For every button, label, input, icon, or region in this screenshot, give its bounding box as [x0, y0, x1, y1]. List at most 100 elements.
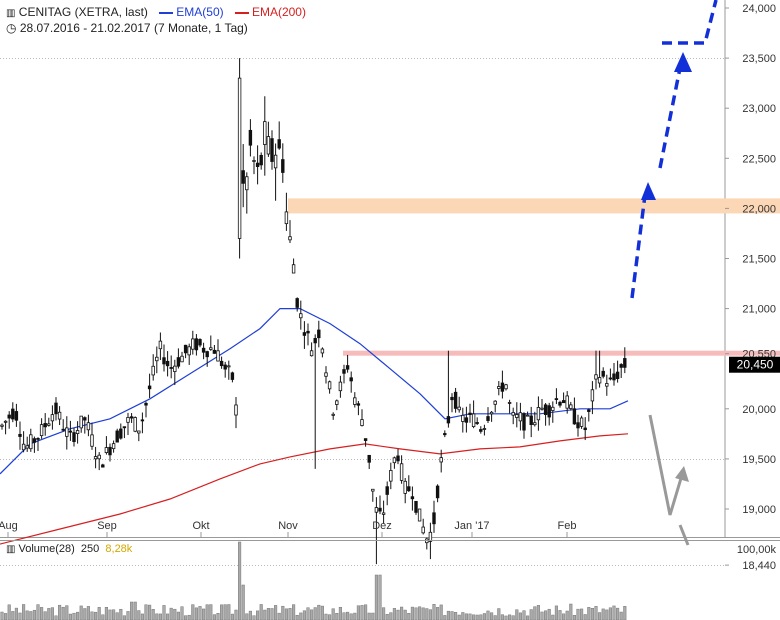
- volume-bar: [299, 612, 303, 620]
- volume-bar: [378, 574, 382, 620]
- candle-body: [378, 507, 382, 512]
- volume-bar: [493, 615, 497, 620]
- volume-bar: [353, 612, 357, 620]
- volume-bar: [241, 584, 245, 620]
- volume-bar: [61, 606, 65, 620]
- volume-bar: [594, 606, 598, 620]
- candle-body: [504, 384, 508, 390]
- candle-body: [101, 464, 105, 468]
- volume-bar: [410, 606, 414, 620]
- candle-body: [144, 402, 148, 406]
- candle-body: [342, 369, 346, 374]
- candle-body: [561, 400, 566, 404]
- volume-value-2: 8,28k: [105, 543, 133, 555]
- candle-body: [248, 129, 253, 146]
- candle-body: [86, 422, 91, 431]
- candle-body: [7, 414, 11, 419]
- candle-body: [97, 454, 101, 460]
- volume-bar: [382, 607, 386, 620]
- volume-bar: [587, 607, 591, 620]
- volume-bar: [562, 613, 566, 620]
- candle-body: [83, 417, 87, 421]
- candle-body: [525, 414, 530, 417]
- candle-body: [151, 365, 155, 376]
- volume-bar: [101, 614, 105, 620]
- candle-body: [295, 298, 299, 308]
- volume-bar: [94, 611, 98, 620]
- volume-bar: [155, 613, 159, 620]
- candle-body: [241, 170, 245, 184]
- volume-bar: [522, 610, 526, 620]
- volume-bar: [612, 605, 616, 620]
- volume-bar: [367, 612, 371, 620]
- candle-body: [587, 409, 591, 412]
- date-range: 28.07.2016 - 21.02.2017: [19, 21, 151, 35]
- volume-bar: [313, 607, 317, 620]
- volume-bar: [529, 609, 533, 620]
- candle-body: [18, 433, 22, 437]
- x-axis: Aug Sep Okt Nov Dez Jan '17 Feb: [0, 520, 576, 538]
- candle-body: [320, 348, 325, 354]
- ema200-line: [0, 433, 629, 545]
- volume-bar: [216, 613, 220, 620]
- volume-bar: [194, 607, 198, 620]
- volume-label: Volume(28): [18, 543, 75, 555]
- volume-bar: [130, 601, 134, 620]
- candle-body: [75, 430, 80, 434]
- candle-body: [367, 454, 371, 463]
- candle-body: [263, 121, 267, 145]
- candle-body: [43, 423, 47, 428]
- candle-body: [443, 433, 447, 436]
- volume-bar: [306, 607, 310, 620]
- volume-bar: [580, 608, 584, 620]
- volume-bar: [47, 608, 51, 620]
- volume-bar: [18, 612, 22, 620]
- candle-body: [464, 417, 469, 423]
- candle-body: [155, 356, 159, 362]
- candle-body: [273, 154, 278, 169]
- volume-bar: [54, 615, 58, 620]
- volume-bar: [119, 608, 123, 620]
- volume-bar: [436, 607, 440, 620]
- volume-bar: [29, 611, 33, 620]
- y-tick-label: 18,440: [742, 560, 776, 572]
- projection-arrows: [630, 0, 718, 546]
- volume-bar: [547, 608, 551, 620]
- volume-bar: [572, 615, 576, 620]
- volume-bar: [396, 609, 400, 620]
- candle-body: [500, 382, 505, 392]
- candle-body: [590, 389, 595, 402]
- candle-body: [547, 405, 551, 418]
- volume-bar: [176, 611, 180, 620]
- volume-bar: [421, 607, 425, 620]
- last-price-badge: [729, 356, 780, 373]
- candle-body: [90, 434, 94, 447]
- volume-bar: [418, 606, 422, 620]
- volume-bar: [169, 607, 173, 620]
- volume-bar: [551, 614, 555, 620]
- candle-body: [205, 351, 209, 358]
- candle-body: [435, 485, 440, 499]
- volume-bar: [25, 610, 29, 620]
- candle-body: [277, 139, 281, 149]
- candle-body: [363, 438, 368, 441]
- volume-bar: [324, 613, 328, 620]
- candle-body: [281, 159, 285, 173]
- zones: [288, 198, 780, 356]
- volume-bar: [227, 604, 231, 620]
- candle-body: [259, 154, 263, 166]
- volume-bar: [50, 607, 54, 620]
- x-tick-label: Feb: [558, 520, 577, 532]
- candle-body: [414, 500, 418, 513]
- volume-bar: [338, 606, 342, 620]
- volume-bar: [259, 604, 263, 620]
- volume-bar: [90, 611, 94, 620]
- volume-bar: [184, 615, 188, 620]
- candle-body: [288, 236, 292, 241]
- volume-bar: [374, 574, 378, 620]
- clock-icon: ◷: [6, 21, 17, 35]
- candle-body: [389, 470, 393, 482]
- candle-body: [428, 531, 433, 542]
- candle-body: [227, 365, 231, 368]
